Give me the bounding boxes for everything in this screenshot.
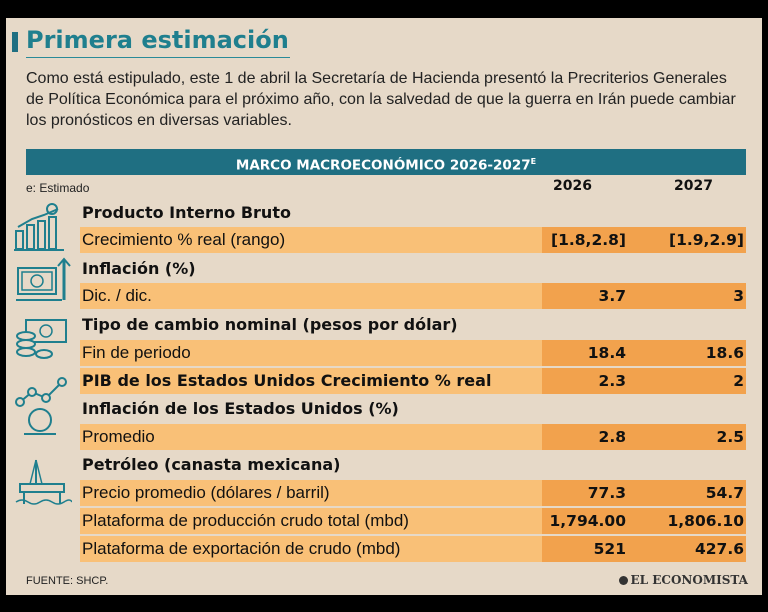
- value-2027: 54.7: [705, 484, 744, 502]
- value-cell: [542, 340, 746, 366]
- row-label: Plataforma de producción crudo total (mb…: [82, 511, 409, 530]
- value-2027: 427.6: [694, 540, 744, 558]
- row-label: Plataforma de exportación de crudo (mbd): [82, 539, 401, 558]
- table-row: Fin de periodo 18.4 18.6: [80, 340, 746, 366]
- row-label: Promedio: [82, 427, 155, 446]
- coins-banknote-icon: [16, 319, 67, 359]
- table-row: Producto Interno Bruto: [80, 200, 746, 226]
- table-row: Promedio 2.8 2.5: [80, 424, 746, 450]
- value-2027: 2: [733, 372, 744, 390]
- year-2027-header: 2027: [674, 178, 713, 194]
- table-row: Inflación de los Estados Unidos (%): [80, 396, 746, 422]
- table-row: PIB de los Estados Unidos Crecimiento % …: [80, 368, 746, 394]
- row-label: Petróleo (canasta mexicana): [82, 455, 341, 474]
- row-label: Fin de periodo: [82, 343, 191, 362]
- value-2027: 1,806.10: [667, 512, 745, 530]
- source-note: FUENTE: SHCP.: [26, 575, 109, 587]
- title-accent: [12, 32, 18, 52]
- value-2026: 2.8: [598, 428, 626, 446]
- table-header-sup: E: [530, 157, 537, 166]
- table-row: Inflación (%): [80, 256, 746, 282]
- brand-name: EL ECONOMISTA: [630, 573, 748, 587]
- brand-logo-icon: [618, 576, 628, 585]
- value-cell: [542, 480, 746, 506]
- value-cell: [542, 283, 746, 309]
- table-header-text: MARCO MACROECONÓMICO 2026-2027: [235, 157, 531, 174]
- value-2027: 18.6: [705, 344, 744, 362]
- row-label: PIB de los Estados Unidos Crecimiento % …: [82, 371, 492, 390]
- table-row: Plataforma de exportación de crudo (mbd)…: [80, 536, 746, 562]
- row-label: Tipo de cambio nominal (pesos por dólar): [82, 315, 458, 334]
- value-2026: 2.3: [598, 372, 626, 390]
- estimate-note: e: Estimado: [26, 181, 90, 195]
- value-2027: 3: [733, 287, 744, 305]
- value-2026: 77.3: [587, 484, 626, 502]
- table-row: Plataforma de producción crudo total (mb…: [80, 508, 746, 534]
- value-cell: [542, 508, 746, 534]
- row-label: Producto Interno Bruto: [82, 203, 291, 222]
- table-row: Precio promedio (dólares / barril) 77.3 …: [80, 480, 746, 506]
- row-label: Dic. / dic.: [82, 286, 152, 305]
- infographic: Primera estimación Como está estipulado,…: [6, 18, 762, 595]
- table-header: MARCO MACROECONÓMICO 2026-2027E: [26, 149, 746, 175]
- banknote-inflation-icon: [16, 257, 71, 301]
- value-cell: [542, 368, 746, 394]
- network-dollar-icon: [15, 377, 67, 435]
- table-row: Petróleo (canasta mexicana): [80, 452, 746, 478]
- value-cell: [542, 227, 746, 253]
- oil-platform-icon: [15, 459, 72, 505]
- value-2026: [1.8,2.8]: [551, 231, 626, 249]
- value-2026: 1,794.00: [549, 512, 627, 530]
- value-2026: 18.4: [587, 344, 626, 362]
- growth-chart-icon: [14, 203, 64, 251]
- value-cell: [542, 536, 746, 562]
- value-2027: [1.9,2.9]: [669, 231, 744, 249]
- row-label: Precio promedio (dólares / barril): [82, 483, 330, 502]
- value-2026: 3.7: [598, 287, 626, 305]
- row-label: Inflación (%): [82, 259, 196, 278]
- page-title: Primera estimación: [26, 26, 289, 54]
- table-row: Dic. / dic. 3.7 3: [80, 283, 746, 309]
- year-2026-header: 2026: [553, 178, 592, 194]
- value-2027: 2.5: [716, 428, 744, 446]
- title-underline: [26, 57, 290, 58]
- brand-logo: EL ECONOMISTA: [618, 573, 748, 587]
- table-row: Crecimiento % real (rango) [1.8,2.8] [1.…: [80, 227, 746, 253]
- row-label: Crecimiento % real (rango): [82, 230, 286, 249]
- row-label: Inflación de los Estados Unidos (%): [82, 399, 399, 418]
- table-row: Tipo de cambio nominal (pesos por dólar): [80, 312, 746, 338]
- intro-text: Como está estipulado, este 1 de abril la…: [26, 70, 736, 129]
- value-2026: 521: [593, 540, 626, 558]
- value-cell: [542, 424, 746, 450]
